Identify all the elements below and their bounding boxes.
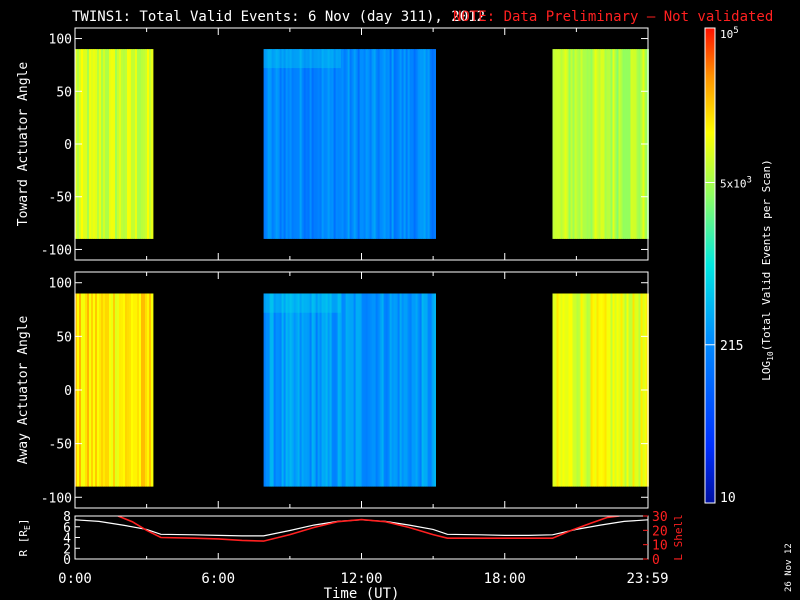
xtick-label: 0:00 xyxy=(58,571,92,587)
ytick-label: 2 xyxy=(63,542,71,557)
y2tick-label: 10 xyxy=(652,539,668,554)
colorbar-label: LOG10(Total Valid Events per Scan) xyxy=(760,159,775,381)
side-date: 26 Nov 12 xyxy=(784,543,794,592)
heatmap-panel-1: 100 50 0 -50 -100 Toward Actuator Angle xyxy=(16,27,649,261)
ytick-label: 100 xyxy=(49,33,72,48)
colorbar-tick-label: 105 xyxy=(720,26,739,41)
data-block-1 xyxy=(75,293,154,487)
line-y2label: L Shell xyxy=(672,514,685,560)
panel-ylabel: Toward Actuator Angle xyxy=(16,62,31,227)
colorbar-strip xyxy=(704,27,716,504)
data-block-1 xyxy=(75,49,154,239)
ytick-label: -50 xyxy=(49,191,72,206)
xtick-label: 18:00 xyxy=(484,571,526,587)
ytick-label: -50 xyxy=(49,438,72,453)
colorbar-tick-label: 5x103 xyxy=(720,175,752,190)
xtick-label: 6:00 xyxy=(201,571,235,587)
data-block-3 xyxy=(552,293,649,487)
colorbar-tick-label: 215 xyxy=(720,339,743,354)
colorbar-ticks: 10 215 5x103 105 xyxy=(705,26,752,506)
ytick-label: 0 xyxy=(64,138,72,153)
ytick-label: -100 xyxy=(41,491,72,506)
colorbar: 10 215 5x103 105 LOG10(Total Valid Events p… xyxy=(704,26,775,506)
ytick-label: 0 xyxy=(63,553,71,568)
heatmap-panel-2: 100 50 0 -50 -100 Away Actuator Angle xyxy=(16,271,649,509)
y2tick-label: 30 xyxy=(652,510,668,525)
ytick-label: 100 xyxy=(49,277,72,292)
chart-title: TWINS1: Total Valid Events: 6 Nov (day 3… xyxy=(72,9,485,25)
ytick-label: 0 xyxy=(64,384,72,399)
y2tick-label: 20 xyxy=(652,524,668,539)
data-block-2 xyxy=(263,49,436,239)
ytick-label: 50 xyxy=(56,330,72,345)
ytick-label: -100 xyxy=(41,243,72,258)
line-ylabel: R [RE] xyxy=(17,519,32,557)
xaxis-label: Time (UT) xyxy=(324,586,400,600)
ytick-label: 8 xyxy=(63,510,71,525)
y2tick-label: 0 xyxy=(652,553,660,568)
xtick-label: 12:00 xyxy=(340,571,382,587)
xtick-label: 23:59 xyxy=(626,571,668,587)
data-block-3 xyxy=(552,49,649,239)
ytick-label: 4 xyxy=(63,532,71,547)
colorbar-tick-label: 10 xyxy=(720,491,736,506)
series-line-2 xyxy=(117,516,620,542)
panel-ylabel: Away Actuator Angle xyxy=(16,315,31,464)
preliminary-note: NOTE: Data Preliminary – Not validated xyxy=(453,9,773,25)
ytick-label: 6 xyxy=(63,521,71,536)
ytick-label: 50 xyxy=(56,85,72,100)
data-block-2 xyxy=(263,293,436,487)
